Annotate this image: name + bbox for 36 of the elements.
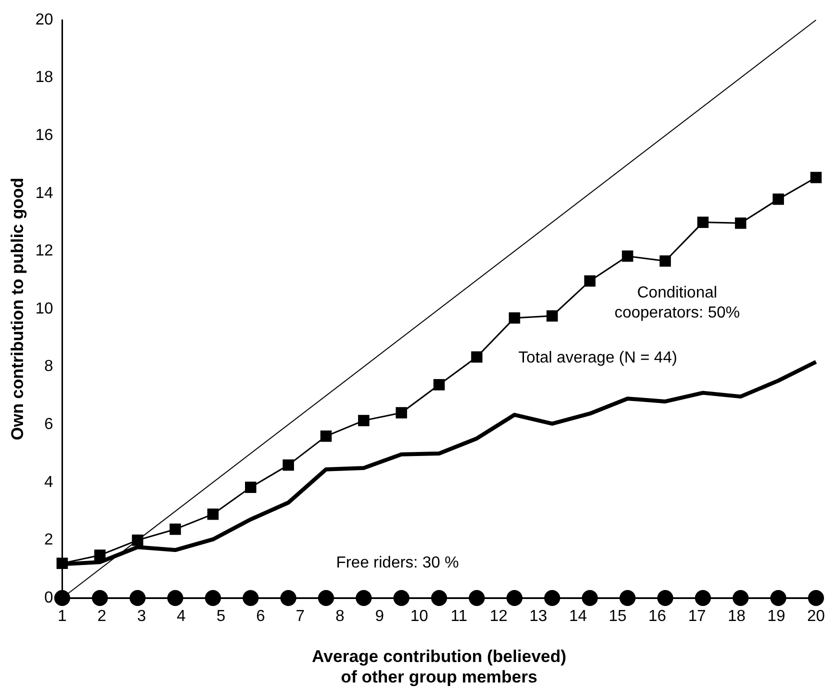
- y-tick-label: 6: [44, 416, 54, 434]
- y-axis-title: Own contribution to public good: [8, 178, 27, 440]
- y-tick-label: 2: [44, 532, 54, 549]
- x-tick-label: 5: [216, 608, 226, 626]
- x-axis-title: Average contribution (believed) of other group members: [312, 647, 566, 686]
- x-tick-label: 17: [688, 608, 706, 626]
- y-tick-label: 18: [35, 69, 54, 86]
- annotation: Conditional cooperators: 50%: [614, 284, 740, 322]
- x-tick-label: 11: [450, 608, 468, 626]
- x-tick-label: 20: [807, 608, 825, 626]
- y-tick-label: 12: [35, 242, 54, 260]
- x-tick-label: 7: [296, 608, 305, 626]
- x-tick-label: 18: [728, 608, 746, 626]
- y-tick-label: 10: [35, 300, 54, 318]
- y-tick-label: 16: [35, 127, 54, 144]
- x-tick-label: 10: [410, 608, 428, 626]
- x-tick-label: 9: [375, 608, 384, 626]
- x-tick-label: 8: [335, 608, 344, 626]
- y-tick-label: 20: [35, 11, 54, 28]
- x-tick-label: 3: [137, 608, 146, 626]
- y-tick-label: 14: [35, 184, 54, 202]
- x-tick-label: 4: [176, 608, 186, 626]
- y-tick-label: 0: [44, 589, 54, 606]
- annotation: Free riders: 30 %: [336, 554, 459, 572]
- y-tick-label: 4: [44, 474, 54, 491]
- annotation: Total average (N = 44): [518, 350, 678, 367]
- y-tick-label: 8: [44, 358, 54, 376]
- x-tick-label: 2: [97, 608, 106, 626]
- x-tick-label: 13: [529, 608, 548, 626]
- x-tick-label: 12: [490, 608, 508, 626]
- x-tick-label: 16: [648, 608, 666, 626]
- x-tick-label: 1: [58, 608, 67, 626]
- x-tick-label: 6: [256, 608, 266, 626]
- x-tick-label: 19: [767, 608, 786, 626]
- x-tick-label: 14: [569, 608, 587, 626]
- x-tick-label: 15: [608, 608, 627, 626]
